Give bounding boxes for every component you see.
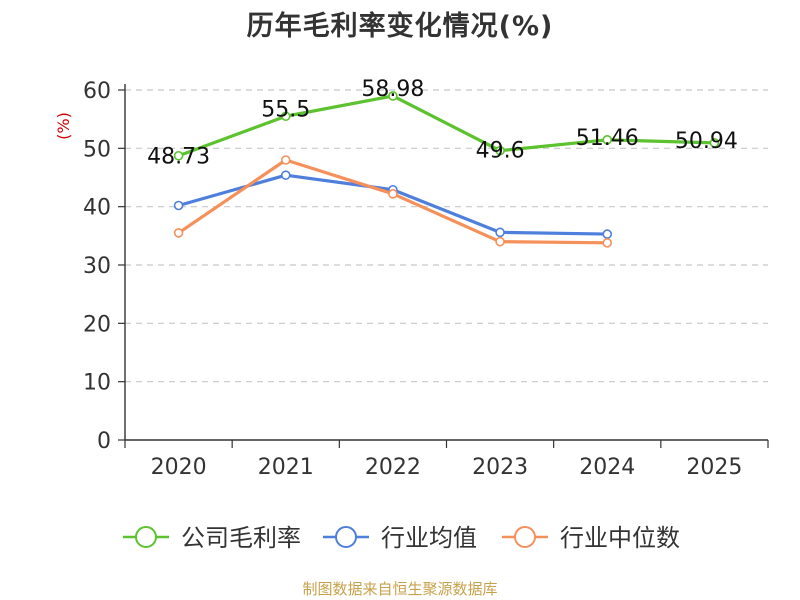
data-point xyxy=(495,145,505,156)
legend-item[interactable]: 行业中位数 xyxy=(502,524,680,552)
legend-label: 行业中位数 xyxy=(560,524,680,552)
data-point xyxy=(602,135,613,145)
series-line xyxy=(177,158,608,245)
x-tick-label: 2021 xyxy=(258,455,314,480)
x-tick-label: 2022 xyxy=(365,455,421,480)
data-point xyxy=(602,229,613,239)
data-label: 51.46 xyxy=(576,126,639,151)
legend-label: 公司毛利率 xyxy=(181,524,301,552)
y-tick-label: 30 xyxy=(83,254,111,279)
data-label: 49.6 xyxy=(476,139,525,164)
legend-marker-icon xyxy=(135,526,157,548)
x-tick-label: 2024 xyxy=(579,455,635,480)
series-lines xyxy=(173,91,720,248)
y-tick-label: 10 xyxy=(83,371,111,396)
axes: 0 10 20 30 40 50 60 2020 2021 2022 2023 2024 2025 (%) xyxy=(54,79,769,480)
y-tick-label: 60 xyxy=(83,79,111,104)
y-tick-label: 20 xyxy=(83,312,111,337)
grid-lines xyxy=(125,89,768,383)
data-label: 58.98 xyxy=(361,77,424,102)
x-tick-label: 2023 xyxy=(472,455,528,480)
data-point xyxy=(173,150,184,161)
data-point xyxy=(388,189,398,199)
x-tick-label: 2020 xyxy=(151,455,207,480)
data-label: 50.94 xyxy=(675,129,738,154)
data-point xyxy=(495,236,505,247)
data-point xyxy=(173,200,184,211)
chart-title: 历年毛利率变化情况(%) xyxy=(246,11,554,42)
series-line xyxy=(178,94,715,158)
data-label: 48.73 xyxy=(147,145,210,170)
data-point xyxy=(388,91,398,101)
legend-marker-icon xyxy=(335,526,357,548)
legend-item[interactable]: 行业均值 xyxy=(323,524,477,552)
data-point xyxy=(709,138,720,148)
legend-item[interactable]: 公司毛利率 xyxy=(123,524,301,552)
data-labels: 48.73 55.5 58.98 49.6 51.46 50.94 xyxy=(147,77,738,170)
data-point xyxy=(280,170,291,180)
x-tick-label: 2025 xyxy=(686,455,742,480)
data-point xyxy=(280,111,291,122)
data-point xyxy=(602,238,613,248)
data-point xyxy=(495,227,505,238)
series-line xyxy=(178,173,608,236)
data-label: 55.5 xyxy=(261,97,310,122)
legend[interactable]: 公司毛利率 行业均值 行业中位数 xyxy=(123,524,680,552)
legend-marker-icon xyxy=(514,526,536,548)
y-tick-label: 40 xyxy=(83,196,111,221)
data-point xyxy=(173,228,184,238)
data-source-note: 制图数据来自恒生聚源数据库 xyxy=(302,580,498,598)
data-point xyxy=(280,155,291,165)
y-tick-label: 0 xyxy=(97,429,111,454)
y-axis-unit-label: (%) xyxy=(54,112,73,140)
y-tick-label: 50 xyxy=(83,137,111,162)
legend-label: 行业均值 xyxy=(381,524,477,552)
